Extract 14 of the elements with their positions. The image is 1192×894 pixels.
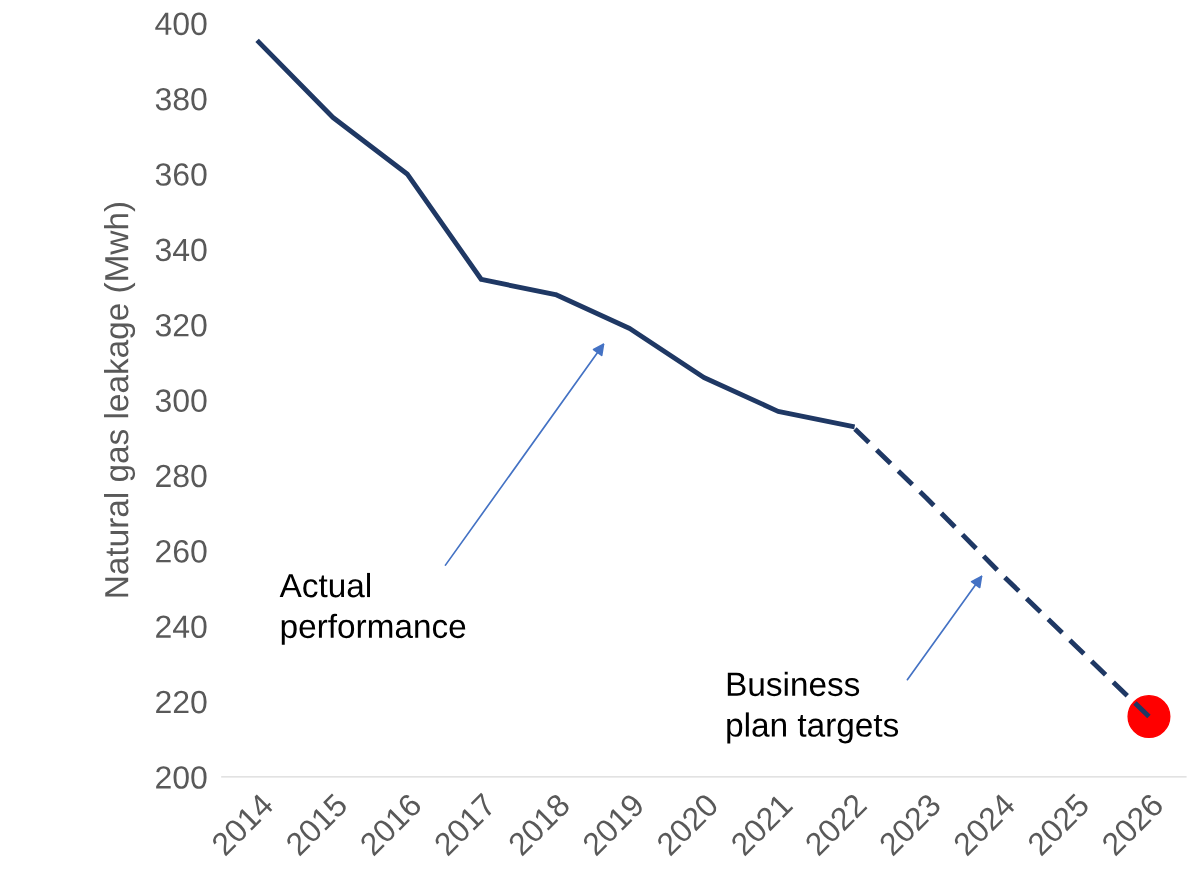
y-tick-label: 400 bbox=[155, 12, 207, 36]
y-tick-label: 340 bbox=[155, 238, 207, 262]
y-tick-label: 320 bbox=[155, 313, 207, 337]
y-tick-label: 240 bbox=[156, 615, 207, 639]
annotation: Actual performance bbox=[279, 572, 466, 645]
y-tick-label: 380 bbox=[155, 87, 207, 111]
y-tick-label: 300 bbox=[155, 389, 207, 412]
y-tick-label: 360 bbox=[155, 163, 207, 186]
y-tick-label: 280 bbox=[156, 464, 207, 488]
annotation: Business plan targets bbox=[727, 671, 899, 744]
y-axis-title: Natural gas leakage (Mwh) bbox=[104, 202, 136, 597]
y-tick-label: 220 bbox=[156, 690, 207, 714]
y-tick-label: 260 bbox=[156, 540, 207, 563]
y-tick-label: 200 bbox=[156, 766, 207, 789]
